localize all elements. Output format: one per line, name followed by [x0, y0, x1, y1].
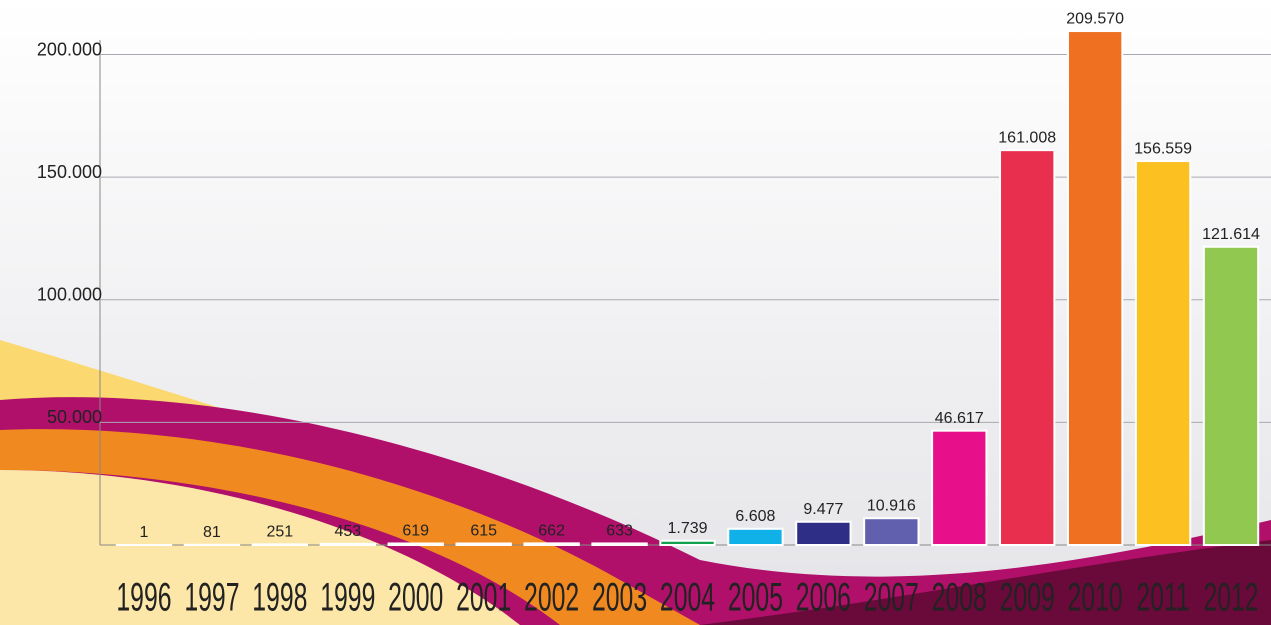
- value-label: 1.739: [667, 520, 707, 537]
- y-tick-label: 50.000: [47, 407, 102, 427]
- value-label: 46.617: [935, 410, 984, 427]
- x-tick-label: 2005: [728, 576, 783, 620]
- bar: [863, 517, 920, 546]
- value-label: 662: [538, 523, 565, 540]
- x-tick-label: 2000: [388, 576, 443, 620]
- x-tick-label: 2003: [592, 576, 647, 620]
- x-tick-label: 2011: [1136, 576, 1189, 620]
- wave: [0, 429, 700, 625]
- x-tick-label: 2008: [932, 576, 987, 620]
- bar: [999, 149, 1056, 547]
- bar: [319, 542, 376, 547]
- wave: [0, 470, 520, 625]
- x-tick-label: 2002: [524, 576, 579, 620]
- x-tick-label: 2012: [1203, 576, 1258, 620]
- value-label: 81: [203, 524, 221, 541]
- wave: [700, 540, 1271, 625]
- bar: [455, 542, 512, 546]
- value-label: 9.477: [803, 501, 843, 518]
- bar: [523, 542, 580, 547]
- value-label: 633: [606, 523, 633, 540]
- value-label: 251: [267, 524, 294, 541]
- value-label: 10.916: [867, 497, 916, 514]
- value-label: 6.608: [735, 508, 775, 525]
- bar: [591, 542, 648, 546]
- bar: [795, 520, 852, 547]
- y-tick-label: 100.000: [37, 285, 102, 305]
- x-tick-label: 2004: [660, 576, 715, 620]
- value-label: 156.559: [1134, 140, 1192, 157]
- x-tick-label: 2001: [456, 576, 511, 620]
- x-tick-label: 1997: [184, 576, 239, 620]
- bar: [727, 527, 784, 547]
- value-label: 209.570: [1066, 10, 1124, 27]
- bar: [251, 543, 309, 547]
- x-tick-label: 2006: [796, 576, 851, 620]
- bar: [387, 542, 444, 547]
- bar: [659, 539, 716, 546]
- x-tick-label: 1996: [116, 576, 171, 620]
- value-label: 1: [140, 524, 149, 541]
- value-label: 615: [470, 523, 497, 540]
- bar: [1202, 245, 1260, 547]
- value-label: 121.614: [1202, 226, 1260, 243]
- x-tick-label: 2010: [1068, 576, 1123, 620]
- bar: [1066, 30, 1124, 547]
- x-tick-label: 1998: [252, 576, 307, 620]
- bar: [931, 429, 988, 547]
- y-tick-label: 150.000: [37, 162, 102, 182]
- x-tick-label: 2009: [1000, 576, 1055, 620]
- x-tick-label: 1999: [320, 576, 375, 620]
- bar: [1134, 160, 1192, 547]
- value-label: 453: [334, 523, 361, 540]
- y-tick-label: 200.000: [37, 39, 102, 59]
- x-tick-label: 2007: [864, 576, 919, 620]
- value-label: 161.008: [998, 129, 1056, 146]
- value-label: 619: [402, 523, 429, 540]
